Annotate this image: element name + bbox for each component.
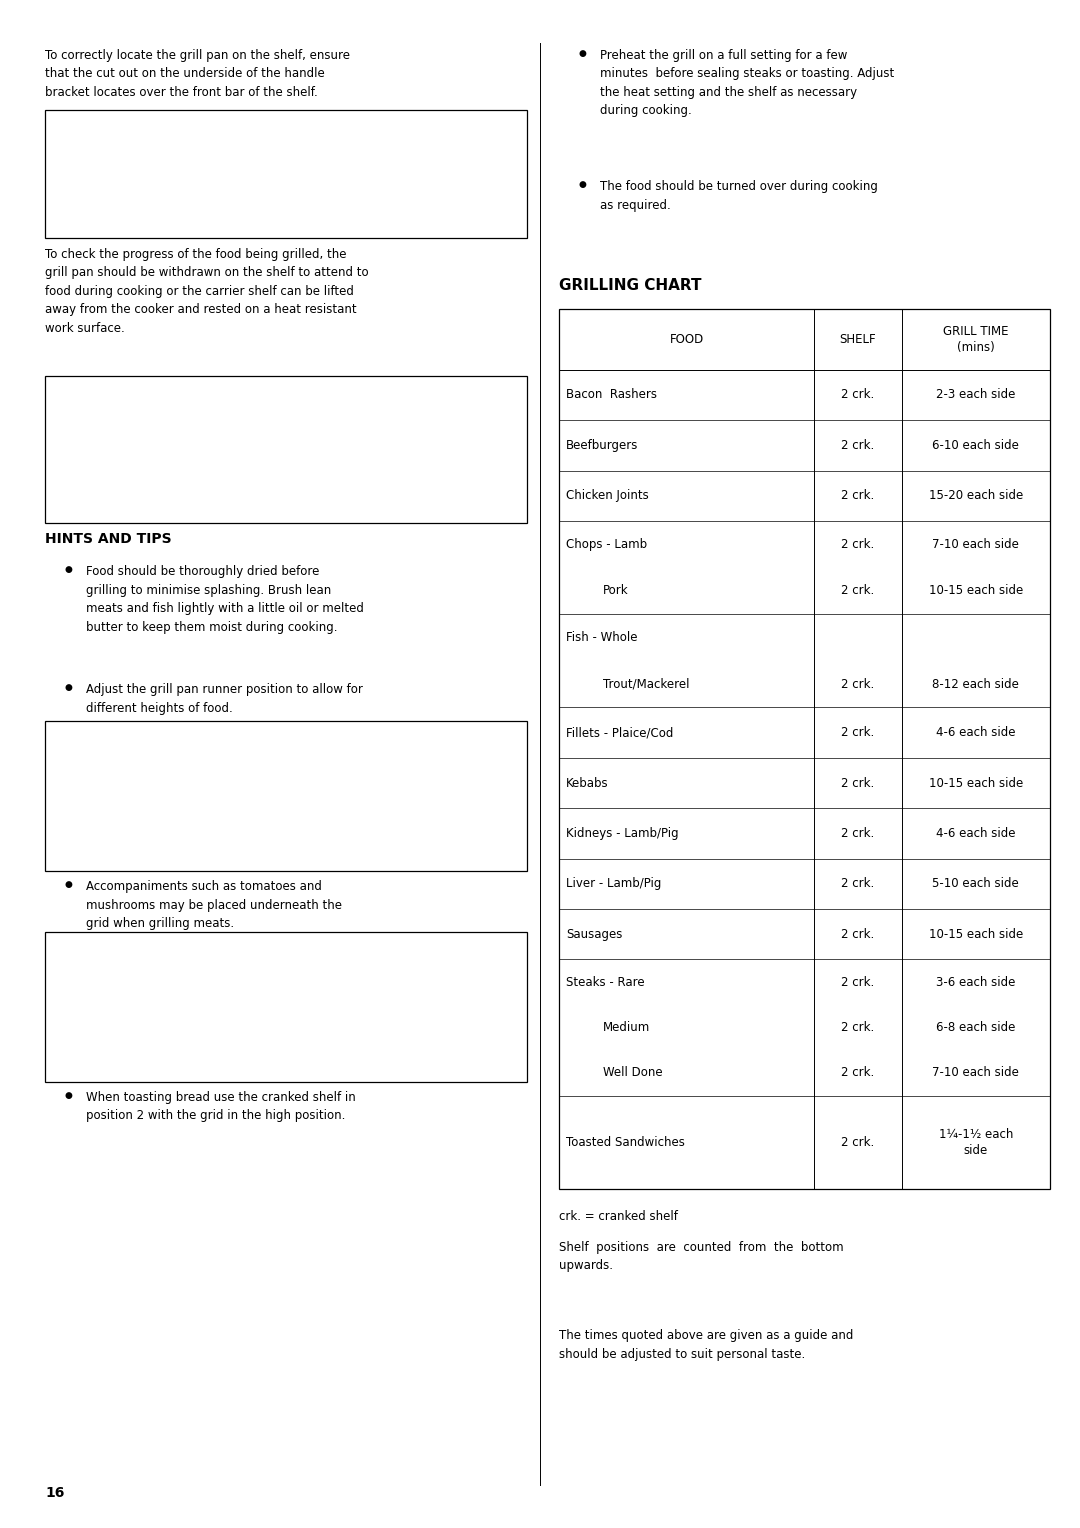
Text: 7-10 each side: 7-10 each side bbox=[932, 538, 1020, 550]
Bar bbox=[559, 309, 1050, 1189]
Text: FOOD: FOOD bbox=[670, 333, 704, 345]
Text: 16: 16 bbox=[45, 1487, 65, 1500]
Text: 1¼-1½ each
side: 1¼-1½ each side bbox=[939, 1128, 1013, 1157]
Text: 6-10 each side: 6-10 each side bbox=[932, 439, 1020, 452]
Text: Toasted Sandwiches: Toasted Sandwiches bbox=[566, 1135, 685, 1149]
Text: Fish - Whole: Fish - Whole bbox=[566, 631, 637, 643]
Text: Chops - Lamb: Chops - Lamb bbox=[566, 538, 647, 550]
Text: 2 crk.: 2 crk. bbox=[841, 1135, 875, 1149]
Text: 2 crk.: 2 crk. bbox=[841, 976, 875, 989]
Text: ●: ● bbox=[65, 565, 72, 575]
Text: Adjust the grill pan runner position to allow for
different heights of food.: Adjust the grill pan runner position to … bbox=[86, 683, 363, 715]
Text: 10-15 each side: 10-15 each side bbox=[929, 927, 1023, 941]
Text: GRILL TIME
(mins): GRILL TIME (mins) bbox=[943, 325, 1009, 353]
Bar bbox=[45, 376, 527, 523]
Text: Shelf  positions  are  counted  from  the  bottom
upwards.: Shelf positions are counted from the bot… bbox=[559, 1241, 845, 1273]
Text: Pork: Pork bbox=[603, 584, 629, 597]
Text: ●: ● bbox=[579, 180, 586, 189]
Text: 2 crk.: 2 crk. bbox=[841, 538, 875, 550]
Text: 2 crk.: 2 crk. bbox=[841, 439, 875, 452]
Text: ●: ● bbox=[65, 683, 72, 692]
Text: Well Done: Well Done bbox=[603, 1067, 662, 1079]
Text: 10-15 each side: 10-15 each side bbox=[929, 584, 1023, 597]
Text: 2 crk.: 2 crk. bbox=[841, 489, 875, 503]
Text: Liver - Lamb/Pig: Liver - Lamb/Pig bbox=[566, 877, 661, 891]
Text: When toasting bread use the cranked shelf in
position 2 with the grid in the hig: When toasting bread use the cranked shel… bbox=[86, 1091, 356, 1123]
Text: ●: ● bbox=[65, 880, 72, 889]
Bar bbox=[45, 110, 527, 238]
Text: SHELF: SHELF bbox=[840, 333, 876, 345]
Text: crk. = cranked shelf: crk. = cranked shelf bbox=[559, 1210, 678, 1224]
Text: Bacon  Rashers: Bacon Rashers bbox=[566, 388, 657, 402]
Text: 2 crk.: 2 crk. bbox=[841, 927, 875, 941]
Text: 8-12 each side: 8-12 each side bbox=[932, 677, 1020, 691]
Text: 7-10 each side: 7-10 each side bbox=[932, 1067, 1020, 1079]
Text: The times quoted above are given as a guide and
should be adjusted to suit perso: The times quoted above are given as a gu… bbox=[559, 1329, 854, 1361]
Text: HINTS AND TIPS: HINTS AND TIPS bbox=[45, 532, 172, 545]
Text: The food should be turned over during cooking
as required.: The food should be turned over during co… bbox=[600, 180, 878, 212]
Text: 5-10 each side: 5-10 each side bbox=[932, 877, 1020, 891]
Text: 3-6 each side: 3-6 each side bbox=[936, 976, 1015, 989]
Bar bbox=[45, 721, 527, 871]
Text: Accompaniments such as tomatoes and
mushrooms may be placed underneath the
grid : Accompaniments such as tomatoes and mush… bbox=[86, 880, 342, 931]
Text: 2 crk.: 2 crk. bbox=[841, 1021, 875, 1034]
Text: ●: ● bbox=[65, 1091, 72, 1100]
Text: 2-3 each side: 2-3 each side bbox=[936, 388, 1015, 402]
Text: Kebabs: Kebabs bbox=[566, 776, 608, 790]
Text: Kidneys - Lamb/Pig: Kidneys - Lamb/Pig bbox=[566, 827, 678, 840]
Text: 2 crk.: 2 crk. bbox=[841, 776, 875, 790]
Text: ●: ● bbox=[579, 49, 586, 58]
Text: 2 crk.: 2 crk. bbox=[841, 388, 875, 402]
Text: 4-6 each side: 4-6 each side bbox=[936, 726, 1015, 740]
Text: To check the progress of the food being grilled, the
grill pan should be withdra: To check the progress of the food being … bbox=[45, 248, 369, 335]
Text: Fillets - Plaice/Cod: Fillets - Plaice/Cod bbox=[566, 726, 673, 740]
Text: Trout/Mackerel: Trout/Mackerel bbox=[603, 677, 689, 691]
Text: GRILLING CHART: GRILLING CHART bbox=[559, 278, 702, 293]
Text: Food should be thoroughly dried before
grilling to minimise splashing. Brush lea: Food should be thoroughly dried before g… bbox=[86, 565, 364, 634]
Text: 2 crk.: 2 crk. bbox=[841, 877, 875, 891]
Text: 15-20 each side: 15-20 each side bbox=[929, 489, 1023, 503]
Text: 2 crk.: 2 crk. bbox=[841, 584, 875, 597]
Text: Sausages: Sausages bbox=[566, 927, 622, 941]
Text: 4-6 each side: 4-6 each side bbox=[936, 827, 1015, 840]
Text: 2 crk.: 2 crk. bbox=[841, 677, 875, 691]
Text: 2 crk.: 2 crk. bbox=[841, 827, 875, 840]
Text: To correctly locate the grill pan on the shelf, ensure
that the cut out on the u: To correctly locate the grill pan on the… bbox=[45, 49, 350, 99]
Text: 2 crk.: 2 crk. bbox=[841, 726, 875, 740]
Text: Preheat the grill on a full setting for a few
minutes  before sealing steaks or : Preheat the grill on a full setting for … bbox=[600, 49, 894, 118]
Text: Beefburgers: Beefburgers bbox=[566, 439, 638, 452]
Bar bbox=[45, 932, 527, 1082]
Text: Medium: Medium bbox=[603, 1021, 650, 1034]
Text: Steaks - Rare: Steaks - Rare bbox=[566, 976, 645, 989]
Text: 10-15 each side: 10-15 each side bbox=[929, 776, 1023, 790]
Text: Chicken Joints: Chicken Joints bbox=[566, 489, 649, 503]
Text: 6-8 each side: 6-8 each side bbox=[936, 1021, 1015, 1034]
Text: 2 crk.: 2 crk. bbox=[841, 1067, 875, 1079]
